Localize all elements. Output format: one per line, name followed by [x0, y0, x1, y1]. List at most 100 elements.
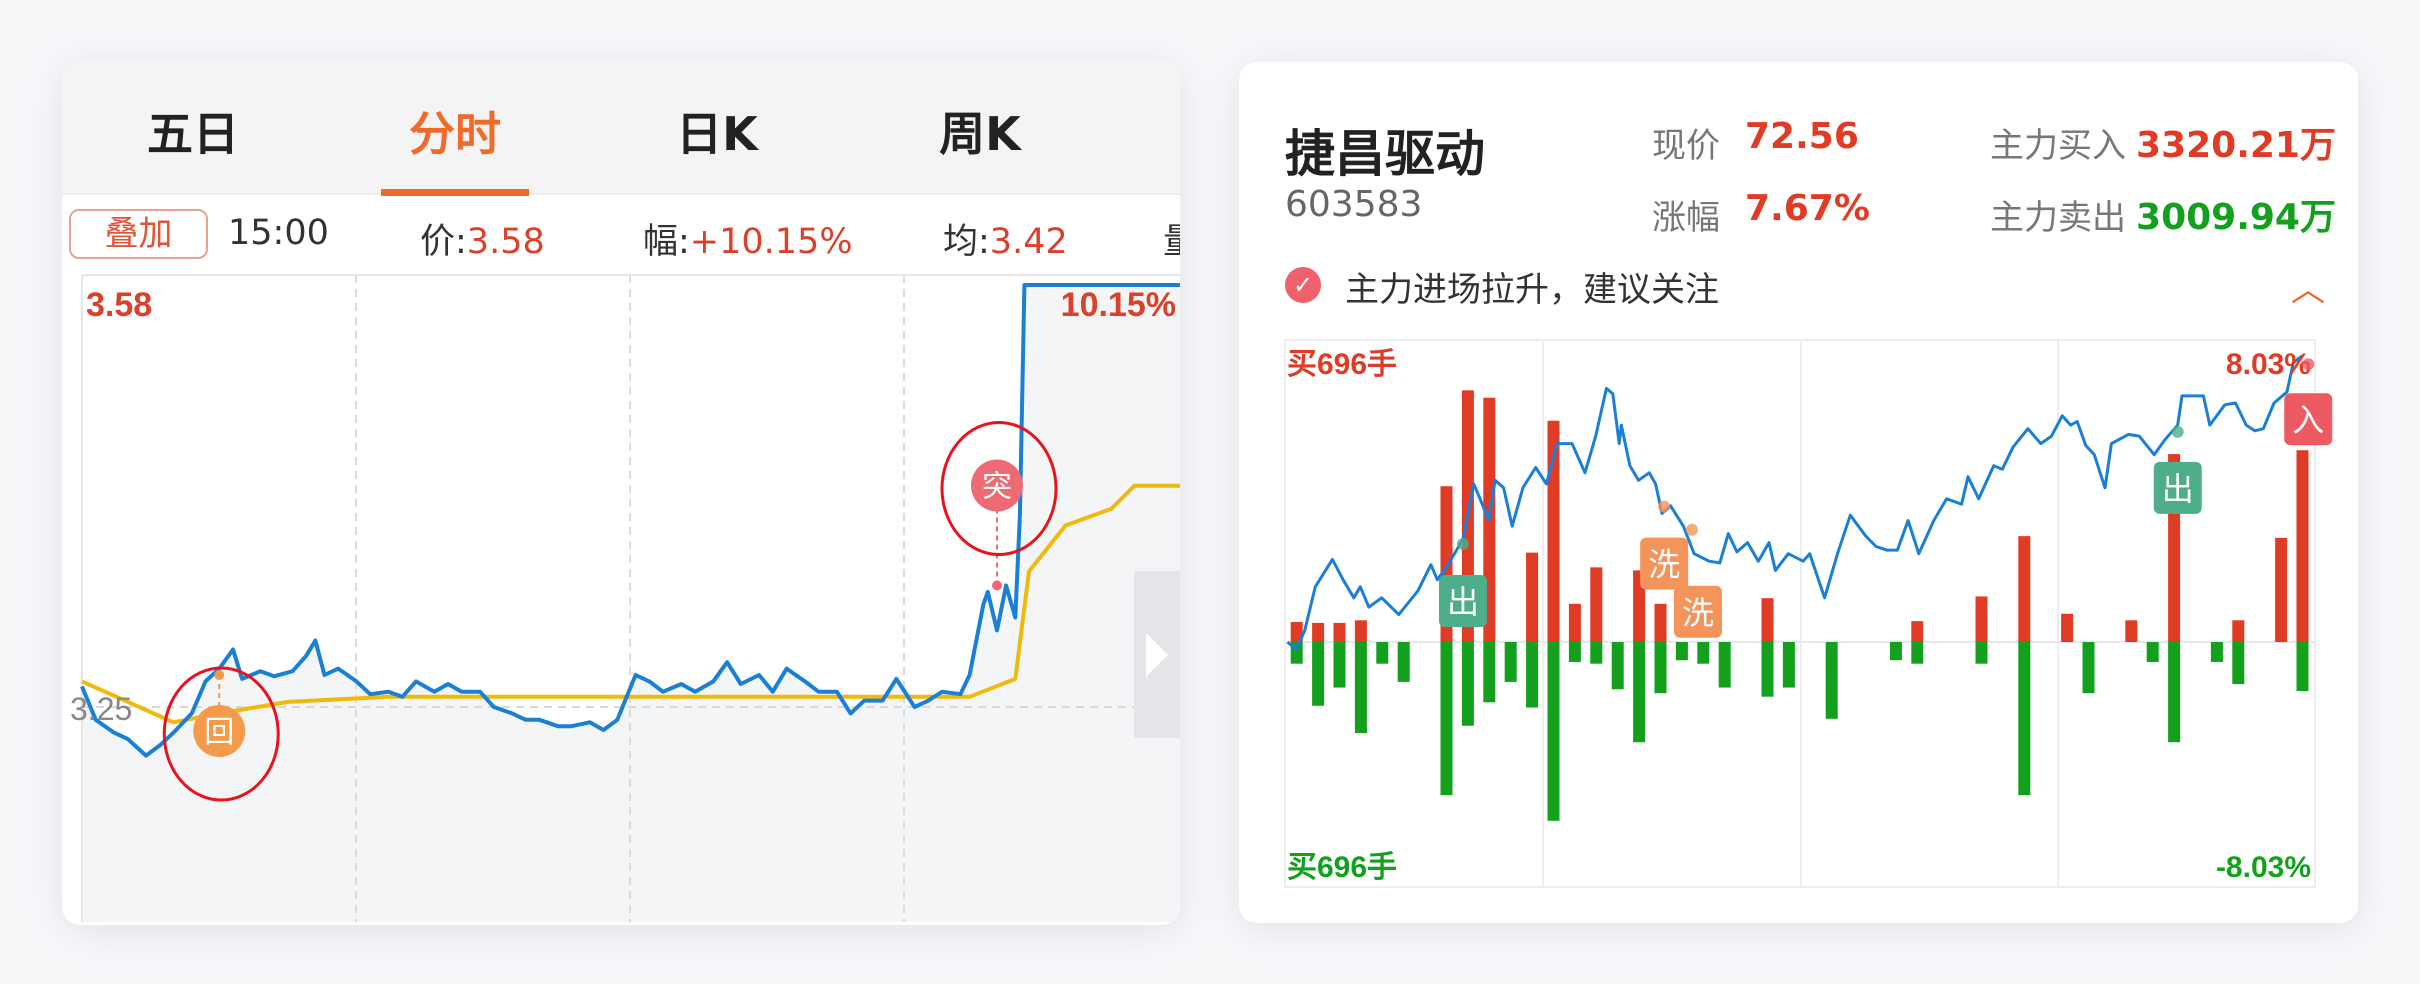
change-readout: 幅:+10.15% [643, 213, 853, 264]
change-label: 涨幅 [1652, 198, 1720, 238]
main-sell-value: 3009.94万 [2136, 197, 2336, 238]
top-right-label: 8.03% [2226, 348, 2311, 381]
main-buy-label: 主力买入 [1990, 126, 2126, 166]
marker-badge [971, 459, 1023, 512]
sell-bar [1333, 642, 1346, 688]
sell-bar [1889, 642, 1902, 661]
marker-label: 回 [204, 715, 234, 750]
pct-top-label: 10.15% [1061, 286, 1176, 324]
marker-label: 洗 [1682, 594, 1714, 632]
time-readout: 15:00 [228, 213, 329, 253]
top-left-label: 买696手 [1287, 348, 1397, 381]
price-readout: 价:3.58 [420, 213, 545, 264]
sell-bar [1825, 642, 1838, 719]
buy-bar [1547, 420, 1560, 642]
marker-dot [214, 670, 225, 681]
marker-dot [1685, 523, 1698, 536]
sell-bar [1975, 642, 1988, 664]
marker-label: 洗 [1648, 546, 1680, 584]
sell-bar [1440, 642, 1453, 796]
sell-bar [1611, 642, 1624, 690]
sell-bar [1654, 642, 1667, 694]
main-force-card: 捷昌驱动 603583 现价 72.56 涨幅 7.67% 主力买入 3320.… [1239, 62, 2358, 923]
price-value: 3.58 [466, 222, 545, 262]
marker-badge [193, 705, 246, 758]
avg-value: 3.42 [989, 222, 1068, 262]
sell-bar [1911, 642, 1924, 664]
quote-info-row: 叠加 15:00 价:3.58 幅:+10.15% 均:3.42 量 [62, 197, 1180, 275]
check-icon: ✓ [1285, 267, 1321, 303]
sell-bar [1697, 642, 1710, 664]
sell-bar [2146, 642, 2159, 662]
stock-code: 603583 [1285, 184, 1423, 225]
price-pct-line [1286, 354, 2303, 651]
price-area-fill [82, 285, 1180, 922]
sell-bar [1782, 642, 1795, 688]
main-sell-label: 主力卖出 [1990, 198, 2126, 238]
marker-label: 出 [2162, 470, 2194, 508]
expand-side-handle[interactable] [1134, 571, 1180, 738]
overlay-button[interactable]: 叠加 [69, 209, 208, 259]
change-value: +10.15% [689, 222, 853, 262]
buy-bar [2296, 450, 2309, 642]
avg-label: 均: [943, 222, 990, 262]
buy-bar [1590, 567, 1603, 642]
change-value: 7.67% [1745, 188, 1870, 229]
sell-bar [2232, 642, 2245, 685]
highlight-circle [162, 666, 280, 802]
buy-bar [1568, 603, 1581, 642]
sell-bar [1312, 642, 1325, 706]
sell-bar [1397, 642, 1410, 682]
avg-readout: 均:3.42 [943, 213, 1068, 264]
marker-badge [1438, 575, 1487, 628]
bottom-left-label: 买696手 [1287, 851, 1397, 884]
collapse-caret-icon[interactable]: ︿ [2291, 270, 2325, 310]
tab-five-day[interactable]: 五日 [147, 107, 239, 161]
marker-dot [2171, 425, 2184, 438]
buy-bar [1333, 622, 1346, 642]
intraday-price-chart: 3.58 10.15% 3.25 回 突 [70, 274, 1180, 922]
buy-bar [1290, 622, 1303, 642]
buy-bar [2018, 536, 2031, 642]
price-label: 价: [420, 222, 467, 262]
active-tab-indicator [381, 189, 529, 196]
marker-badge [1640, 537, 1689, 590]
intraday-chart-card: 五日 分时 日K 周K 叠加 15:00 价:3.58 幅:+10.15% 均:… [62, 60, 1180, 925]
marker-dot [992, 580, 1002, 591]
buy-bar [2125, 620, 2138, 642]
sell-bar [1633, 642, 1646, 743]
sell-bar [2168, 642, 2181, 743]
buy-bar [2275, 537, 2288, 642]
sell-bar [2018, 642, 2031, 796]
tab-weekly-k[interactable]: 周K [939, 107, 1021, 161]
current-price-value: 72.56 [1745, 116, 1859, 157]
marker-dot [1658, 500, 1671, 513]
marker-dot [2302, 358, 2315, 371]
sell-bar [1568, 642, 1581, 662]
y-mid-label: 3.25 [70, 691, 132, 727]
tab-intraday[interactable]: 分时 [409, 107, 501, 161]
bottom-right-label: -8.03% [2216, 851, 2311, 884]
buy-bar [1975, 596, 1988, 642]
sell-bar [1504, 642, 1517, 682]
marker-dot [1456, 538, 1469, 551]
buy-bar [1526, 552, 1539, 642]
buy-bar [2061, 613, 2074, 642]
chart-tabs: 五日 分时 日K 周K [62, 60, 1180, 196]
sell-bar [1761, 642, 1774, 697]
volume-label-cut: 量 [1163, 213, 1180, 264]
sell-bar [2082, 642, 2095, 694]
alert-text: 主力进场拉升，建议关注 [1345, 270, 1719, 310]
marker-badge [2284, 393, 2333, 446]
sell-bar [1376, 642, 1389, 664]
marker-badge [1673, 585, 1722, 638]
price-line [80, 283, 1180, 758]
tab-daily-k[interactable]: 日K [676, 107, 758, 161]
marker-label: 突 [982, 470, 1012, 505]
marker-badge [2153, 461, 2202, 514]
change-label: 幅: [643, 222, 690, 262]
main-buy-value: 3320.21万 [2136, 125, 2336, 166]
buy-bar [1633, 570, 1646, 642]
sell-bar [1526, 642, 1539, 708]
